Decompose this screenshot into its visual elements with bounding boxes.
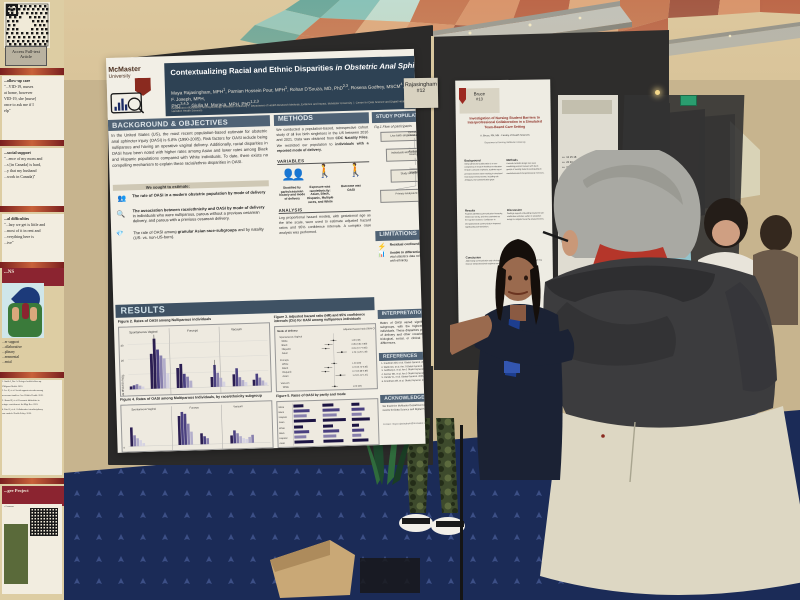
svg-text:Rate of OASI (%): Rate of OASI (%) — [120, 377, 125, 396]
svg-text:0: 0 — [124, 447, 126, 450]
svg-text:White: White — [281, 340, 288, 343]
svg-text:0.81 (0.77-0.85): 0.81 (0.77-0.85) — [352, 347, 368, 349]
svg-text:Forceps: Forceps — [187, 328, 198, 332]
svg-text:White: White — [279, 427, 285, 430]
svg-text:White: White — [283, 386, 290, 389]
svg-text:Asian: Asian — [282, 375, 289, 378]
svg-text:1.00 (ref): 1.00 (ref) — [351, 339, 360, 342]
svg-text:White: White — [278, 406, 284, 409]
svg-text:Vacuum: Vacuum — [231, 327, 242, 331]
svg-text:Forceps: Forceps — [280, 359, 290, 362]
svg-text:White: White — [282, 363, 289, 366]
svg-text:Asian: Asian — [279, 442, 285, 445]
svg-text:Asian: Asian — [282, 352, 289, 355]
svg-text:Black: Black — [279, 412, 285, 414]
svg-text:Vacuum: Vacuum — [281, 382, 290, 385]
svg-text:Mode of delivery: Mode of delivery — [277, 328, 298, 333]
svg-text:Forceps: Forceps — [189, 405, 199, 409]
svg-text:1.00 (ref): 1.00 (ref) — [353, 385, 362, 388]
svg-text:Adjusted hazard ratio (95% CI): Adjusted hazard ratio (95% CI) — [343, 327, 376, 331]
svg-text:0.79 (0.73-0.85): 0.79 (0.73-0.85) — [352, 366, 368, 368]
svg-text:1.32 (1.25-1.39): 1.32 (1.25-1.39) — [352, 351, 368, 353]
svg-text:Spontaneous Vaginal: Spontaneous Vaginal — [129, 330, 158, 335]
svg-text:Hispanic: Hispanic — [279, 438, 288, 440]
svg-text:Spontaneous Vaginal: Spontaneous Vaginal — [131, 407, 156, 412]
svg-text:Black: Black — [282, 344, 289, 347]
svg-text:Spontaneous Vaginal: Spontaneous Vaginal — [279, 335, 302, 339]
svg-text:0.85 (0.81-0.89): 0.85 (0.81-0.89) — [352, 343, 368, 345]
svg-text:30: 30 — [120, 344, 124, 348]
svg-text:Hispanic: Hispanic — [282, 371, 292, 374]
svg-text:20: 20 — [121, 359, 125, 363]
svg-text:Black: Black — [279, 433, 285, 435]
svg-text:0.74 (0.68-0.80): 0.74 (0.68-0.80) — [352, 370, 368, 372]
svg-text:Hispanic: Hispanic — [282, 348, 292, 351]
svg-text:Asian: Asian — [279, 421, 285, 424]
svg-text:1.00 (ref): 1.00 (ref) — [352, 362, 361, 365]
svg-text:Hispanic: Hispanic — [279, 417, 288, 419]
svg-text:Vacuum: Vacuum — [233, 404, 242, 408]
svg-text:1.21 (1.12-1.31): 1.21 (1.12-1.31) — [353, 374, 369, 376]
svg-text:Black: Black — [282, 367, 289, 370]
